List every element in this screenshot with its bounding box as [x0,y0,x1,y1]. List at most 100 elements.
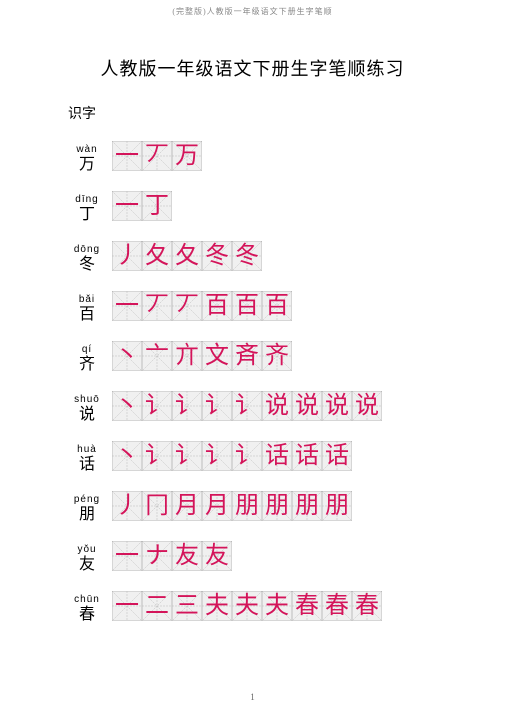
stroke-cell: 讠 [172,441,202,471]
stroke-glyph: 话 [325,444,349,468]
stroke-glyph: 丶 [115,444,139,468]
section-label: 识字 [68,103,505,123]
character-row: dīng丁 一 丁 [68,177,505,223]
pinyin: qí [82,344,92,355]
stroke-sequence: 一 二 三 夫 夫 夫 春 [112,591,382,621]
stroke-cell: 文 [202,341,232,371]
stroke-glyph: 春 [295,594,319,618]
stroke-cell: 讠 [172,391,202,421]
pinyin: péng [74,494,100,505]
stroke-glyph: 朋 [325,494,349,518]
stroke-cell: 讠 [232,441,262,471]
hanzi: 万 [79,157,95,173]
stroke-cell: 春 [292,591,322,621]
character-row: bǎi百 一 丆 丆 百 百 百 [68,277,505,323]
stroke-glyph: 百 [235,294,259,318]
stroke-cell: 月 [172,491,202,521]
stroke-cell: 一 [112,291,142,321]
stroke-cell: 朋 [292,491,322,521]
stroke-glyph: 丁 [145,194,169,218]
stroke-cell: 冬 [202,241,232,271]
stroke-glyph: 说 [265,394,289,418]
stroke-sequence: 丶 讠 讠 讠 讠 说 说 [112,391,382,421]
stroke-glyph: 春 [325,594,349,618]
stroke-glyph: 夂 [175,244,199,268]
pinyin: bǎi [79,294,95,305]
char-label-column: chūn 春 [68,577,106,623]
hanzi: 春 [79,607,95,623]
stroke-cell: 百 [232,291,262,321]
stroke-glyph: 讠 [175,444,199,468]
stroke-glyph: 月 [175,494,199,518]
stroke-cell: 丆 [172,291,202,321]
stroke-cell: 春 [352,591,382,621]
page-number: 1 [0,692,505,702]
stroke-cell: ナ [142,541,172,571]
stroke-cell: 丆 [142,291,172,321]
stroke-glyph: 一 [115,144,139,168]
stroke-cell: 夂 [142,241,172,271]
stroke-sequence: 一 丁 [112,191,172,221]
stroke-cell: 一 [112,591,142,621]
stroke-cell: 讠 [232,391,262,421]
stroke-cell: 丶 [112,341,142,371]
stroke-cell: 夫 [202,591,232,621]
stroke-glyph: 朋 [295,494,319,518]
stroke-glyph: 丶 [115,344,139,368]
stroke-cell: 万 [172,141,202,171]
stroke-cell: 话 [322,441,352,471]
stroke-cell: 丶 [112,441,142,471]
stroke-cell: 丶 [112,391,142,421]
stroke-glyph: ナ [145,544,169,568]
stroke-sequence: 丿 冂 月 月 朋 朋 朋 [112,491,352,521]
stroke-cell: 亠 [142,341,172,371]
main-title: 人教版一年级语文下册生字笔顺练习 [0,55,505,81]
stroke-sequence: 一 丆 丆 百 百 百 [112,291,292,321]
pinyin: dōng [74,244,100,255]
stroke-glyph: 讠 [175,394,199,418]
stroke-glyph: 斉 [235,344,259,368]
stroke-glyph: 讠 [235,444,259,468]
pinyin: huà [77,444,97,455]
char-label-column: bǎi百 [68,277,106,323]
stroke-sequence: 一 ナ 友 友 [112,541,232,571]
character-row: 1wàn万 一 丆 万 [68,127,505,173]
char-label-column: qí齐 [68,327,106,373]
hanzi: 话 [79,457,95,473]
stroke-cell: 夫 [262,591,292,621]
stroke-cell: 丿 [112,241,142,271]
stroke-glyph: 一 [115,194,139,218]
stroke-glyph: 丆 [145,294,169,318]
stroke-cell: 朋 [232,491,262,521]
stroke-cell: 讠 [142,391,172,421]
stroke-glyph: 亣 [175,344,199,368]
stroke-glyph: 丿 [115,494,139,518]
stroke-sequence: 丶 亠 亣 文 斉 齐 [112,341,292,371]
stroke-cell: 二 [142,591,172,621]
stroke-glyph: 冬 [235,244,259,268]
stroke-glyph: 百 [205,294,229,318]
stroke-glyph: 话 [265,444,289,468]
stroke-glyph: 亠 [145,344,169,368]
stroke-cell: 夫 [232,591,262,621]
pinyin: chūn [74,594,100,605]
char-label-column: dōng冬 [68,227,106,273]
stroke-glyph: 夫 [265,594,289,618]
page-header: (完整版)人教版一年级语文下册生字笔顺 [0,0,505,17]
stroke-glyph: 丆 [145,144,169,168]
hanzi: 丁 [79,207,95,223]
stroke-cell: 冬 [232,241,262,271]
character-row: qí齐 丶 亠 亣 文 斉 齐 [68,327,505,373]
stroke-cell: 友 [202,541,232,571]
stroke-cell: 讠 [202,441,232,471]
stroke-sequence: 一 丆 万 [112,141,202,171]
stroke-cell: 友 [172,541,202,571]
stroke-cell: 朋 [262,491,292,521]
stroke-sequence: 丿 夂 夂 冬 冬 [112,241,262,271]
stroke-cell: 齐 [262,341,292,371]
stroke-cell: 朋 [322,491,352,521]
stroke-glyph: 话 [295,444,319,468]
stroke-cell: 春 [322,591,352,621]
character-row: dōng冬 丿 夂 夂 冬 冬 [68,227,505,273]
stroke-glyph: 齐 [265,344,289,368]
